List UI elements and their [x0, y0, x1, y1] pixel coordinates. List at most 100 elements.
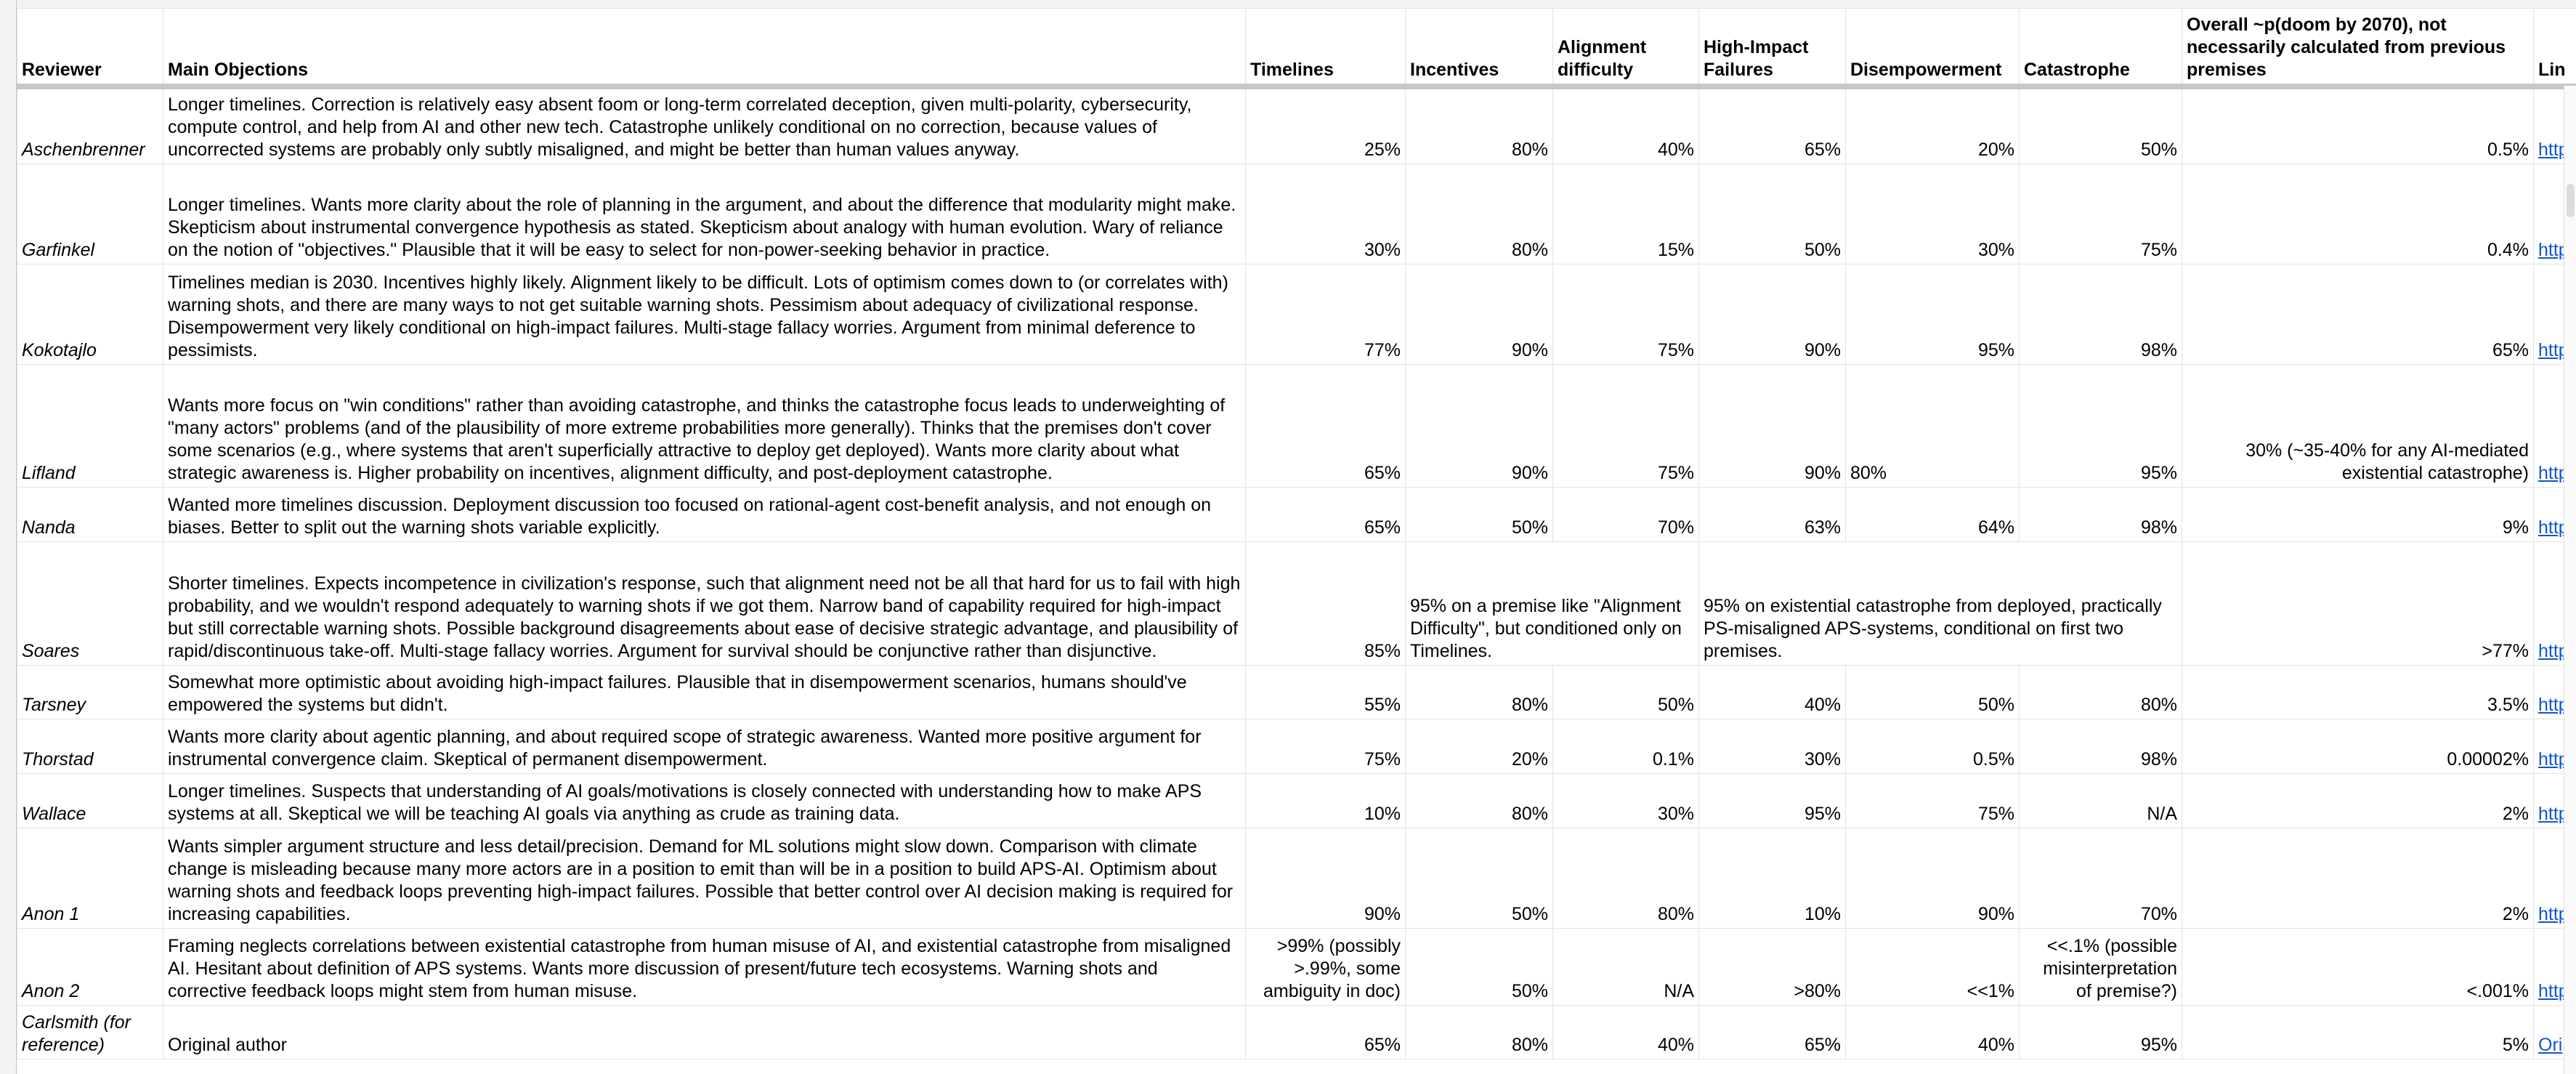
- value-cell: 80%: [2019, 664, 2182, 719]
- value-cell: 98%: [2019, 486, 2182, 542]
- value-cell: 95%: [2019, 363, 2182, 488]
- scroll-thumb[interactable]: [2567, 184, 2575, 217]
- value-cell: 5%: [2182, 1004, 2534, 1059]
- value-cell: >80%: [1698, 927, 1846, 1006]
- value-cell: 63%: [1698, 486, 1846, 542]
- objections-cell: Wants more clarity about agentic plannin…: [163, 718, 1246, 774]
- value-cell: 98%: [2019, 718, 2182, 774]
- value-cell: 55%: [1245, 664, 1406, 719]
- table-row: Aschenbrenner Longer timelines. Correctio…: [17, 86, 2576, 164]
- value-cell: 90%: [1845, 827, 2020, 929]
- table-row: Wallace Longer timelines. Suspects that u…: [17, 772, 2576, 828]
- objections-cell: Longer timelines. Suspects that understa…: [163, 772, 1246, 828]
- value-cell: <.001%: [2182, 927, 2534, 1006]
- column-header: Overall ~p(doom by 2070), not necessaril…: [2182, 8, 2534, 89]
- column-header: Disempowerment: [1845, 8, 2020, 89]
- scrollbar[interactable]: [2564, 86, 2576, 1074]
- value-cell: 2%: [2182, 827, 2534, 929]
- table-row: Anon 2 Framing neglects correlations betw…: [17, 927, 2576, 1006]
- objections-cell: Wants more focus on "win conditions" rat…: [163, 363, 1246, 488]
- value-cell: 98%: [2019, 263, 2182, 365]
- table-row: Soares Shorter timelines. Expects incompe…: [17, 541, 2576, 666]
- value-cell: 75%: [1845, 772, 2020, 828]
- objections-cell: Shorter timelines. Expects incompetence …: [163, 541, 1246, 666]
- column-header: Alignment difficulty: [1552, 8, 1699, 89]
- value-cell: 30%: [1552, 772, 1699, 828]
- value-cell: 90%: [1405, 263, 1553, 365]
- column-header: Reviewer: [17, 8, 163, 89]
- row-header-bar: [0, 0, 17, 1074]
- reviewer-cell: Garfinkel: [17, 163, 163, 265]
- reviewer-cell: Anon 1: [17, 827, 163, 929]
- table-row: Thorstad Wants more clarity about agentic…: [17, 718, 2576, 774]
- value-cell: 50%: [1845, 664, 2020, 719]
- value-cell: 20%: [1405, 718, 1553, 774]
- value-cell: 65%: [1245, 363, 1406, 488]
- value-cell: 10%: [1698, 827, 1846, 929]
- value-cell: 0.00002%: [2182, 718, 2534, 774]
- value-cell: 90%: [1245, 827, 1406, 929]
- value-cell: 65%: [1698, 86, 1846, 164]
- value-cell: 25%: [1245, 86, 1406, 164]
- value-cell: 80%: [1405, 664, 1553, 719]
- value-cell: N/A: [1552, 927, 1699, 1006]
- value-cell: 80%: [1552, 827, 1699, 929]
- value-cell: 0.5%: [2182, 86, 2534, 164]
- reviewer-cell: Kokotajlo: [17, 263, 163, 365]
- value-cell: 30% (~35-40% for any AI-mediated existen…: [2182, 363, 2534, 488]
- value-cell: 50%: [1552, 664, 1699, 719]
- value-cell: 95%: [1698, 772, 1846, 828]
- value-cell: 50%: [1698, 163, 1846, 265]
- value-cell: 64%: [1845, 486, 2020, 542]
- table-row: Tarsney Somewhat more optimistic about av…: [17, 664, 2576, 719]
- value-cell: 77%: [1245, 263, 1406, 365]
- value-cell: 75%: [2019, 163, 2182, 265]
- value-cell: 65%: [2182, 263, 2534, 365]
- value-cell: 75%: [1552, 363, 1699, 488]
- objections-cell: Somewhat more optimistic about avoiding …: [163, 664, 1246, 719]
- value-cell: >77%: [2182, 541, 2534, 666]
- value-cell: <<.1% (possible misinterpretation of pre…: [2019, 927, 2182, 1006]
- value-cell: 20%: [1845, 86, 2020, 164]
- reviewer-cell: Aschenbrenner: [17, 86, 163, 164]
- value-cell: 50%: [1405, 827, 1553, 929]
- header-row: Reviewer Main Objections Timelines Incentiv…: [17, 8, 2576, 89]
- column-header: Main Objections: [163, 8, 1246, 89]
- table-body: Aschenbrenner Longer timelines. Correctio…: [17, 86, 2576, 1059]
- value-cell: 40%: [1698, 664, 1846, 719]
- value-cell: 90%: [1698, 263, 1846, 365]
- value-cell: 65%: [1245, 486, 1406, 542]
- value-cell: 80%: [1405, 772, 1553, 828]
- value-cell: 50%: [2019, 86, 2182, 164]
- objections-cell: Longer timelines. Wants more clarity abo…: [163, 163, 1246, 265]
- value-cell: 95% on a premise like "Alignment Difficu…: [1405, 541, 1699, 666]
- spreadsheet: Reviewer Main Objections Timelines Incentiv…: [17, 8, 2576, 1059]
- value-cell: 65%: [1698, 1004, 1846, 1059]
- value-cell: N/A: [2019, 772, 2182, 828]
- value-cell: 9%: [2182, 486, 2534, 542]
- table-row: Anon 1 Wants simpler argument structure a…: [17, 827, 2576, 929]
- value-cell: 30%: [1245, 163, 1406, 265]
- objections-cell: Wants simpler argument structure and les…: [163, 827, 1246, 929]
- objections-cell: Wanted more timelines discussion. Deploy…: [163, 486, 1246, 542]
- value-cell: 50%: [1405, 486, 1553, 542]
- reviewer-cell: Anon 2: [17, 927, 163, 1006]
- column-header: Incentives: [1405, 8, 1553, 89]
- objections-cell: Timelines median is 2030. Incentives hig…: [163, 263, 1246, 365]
- value-cell: 30%: [1698, 718, 1846, 774]
- value-cell: 90%: [1698, 363, 1846, 488]
- table-row: Carlsmith (for reference) Original author…: [17, 1004, 2576, 1059]
- column-header: Lin: [2533, 8, 2576, 89]
- value-cell: >99% (possibly >.99%, some ambiguity in …: [1245, 927, 1406, 1006]
- table-row: Lifland Wants more focus on "win conditio…: [17, 363, 2576, 488]
- value-cell: 3.5%: [2182, 664, 2534, 719]
- table-row: Nanda Wanted more timelines discussion. D…: [17, 486, 2576, 542]
- reviewer-cell: Lifland: [17, 363, 163, 488]
- value-cell: 90%: [1405, 363, 1553, 488]
- value-cell: 10%: [1245, 772, 1406, 828]
- value-cell: 95%: [1845, 263, 2020, 365]
- column-header: Catastrophe: [2019, 8, 2182, 89]
- objections-cell: Longer timelines. Correction is relative…: [163, 86, 1246, 164]
- value-cell: 0.4%: [2182, 163, 2534, 265]
- table-row: Kokotajlo Timelines median is 2030. Incen…: [17, 263, 2576, 365]
